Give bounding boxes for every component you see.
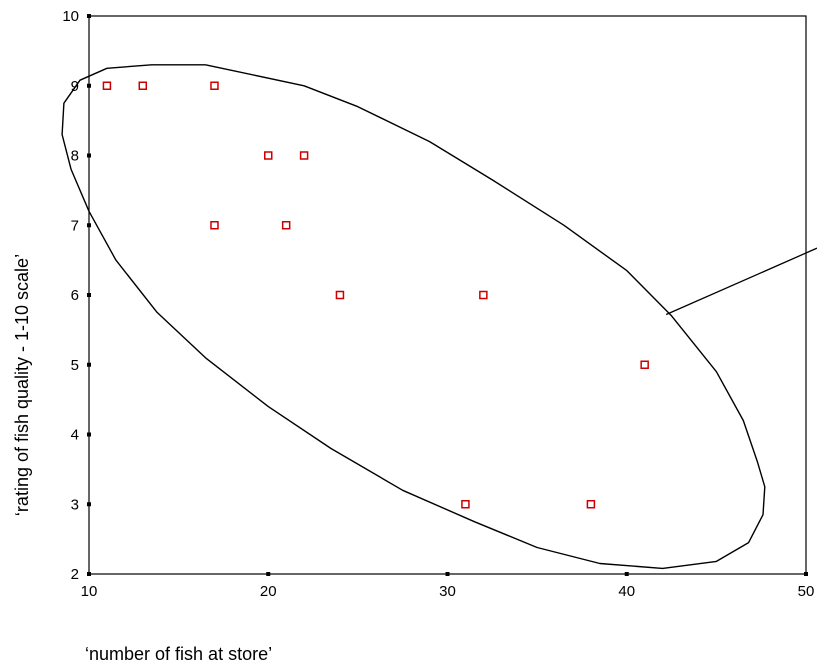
confidence-ellipse-layer: [61, 64, 766, 570]
x-axis: 10 20 30 40 50: [81, 572, 815, 600]
y-tick-mark: [87, 153, 91, 158]
data-point: [210, 221, 219, 230]
y-axis: 2 3 4 5 6 7 8 9 10: [62, 8, 91, 583]
data-point: [210, 81, 219, 90]
y-tick-label: 5: [71, 357, 79, 374]
annotation-leader-line: [665, 247, 817, 316]
y-axis-title: ‘rating of fish quality - 1-10 scale’: [12, 254, 32, 516]
data-point: [264, 151, 273, 160]
y-tick-mark: [87, 14, 91, 18]
data-point: [640, 360, 649, 369]
y-tick-label: 3: [71, 496, 79, 513]
data-points-layer: [102, 81, 649, 509]
y-tick-mark: [87, 223, 91, 228]
data-point: [335, 290, 345, 300]
x-tick-label: 40: [618, 583, 635, 600]
x-tick-mark: [624, 572, 629, 576]
annotation-layer: [665, 247, 817, 316]
y-tick-mark: [87, 432, 91, 437]
plot-frame: [88, 15, 807, 575]
data-point: [138, 81, 148, 90]
data-point: [461, 500, 470, 509]
x-tick-mark: [445, 572, 450, 576]
data-point: [281, 221, 291, 230]
y-tick-mark: [87, 572, 91, 576]
data-point: [299, 151, 309, 160]
x-tick-mark: [804, 572, 808, 576]
x-tick-label: 30: [439, 583, 456, 600]
y-tick-label: 7: [71, 217, 79, 234]
y-tick-mark: [87, 83, 91, 88]
y-tick-label: 6: [71, 287, 79, 304]
x-tick-label: 50: [798, 583, 815, 600]
x-tick-label: 20: [260, 583, 277, 600]
confidence-ellipse: [61, 64, 766, 570]
data-point: [586, 500, 596, 509]
y-tick-label: 9: [71, 78, 79, 95]
data-point: [479, 290, 488, 300]
plot-border: [88, 15, 807, 575]
y-tick-label: 10: [62, 8, 79, 25]
data-point: [102, 81, 112, 90]
y-tick-mark: [87, 293, 91, 297]
x-tick-label: 10: [81, 583, 98, 600]
y-tick-label: 8: [71, 148, 79, 165]
y-tick-label: 4: [71, 427, 79, 444]
y-tick-label: 2: [71, 566, 79, 583]
y-tick-mark: [87, 362, 91, 367]
x-tick-mark: [266, 572, 271, 576]
x-axis-title: ‘number of fish at store’: [85, 644, 272, 664]
y-tick-mark: [87, 502, 91, 507]
